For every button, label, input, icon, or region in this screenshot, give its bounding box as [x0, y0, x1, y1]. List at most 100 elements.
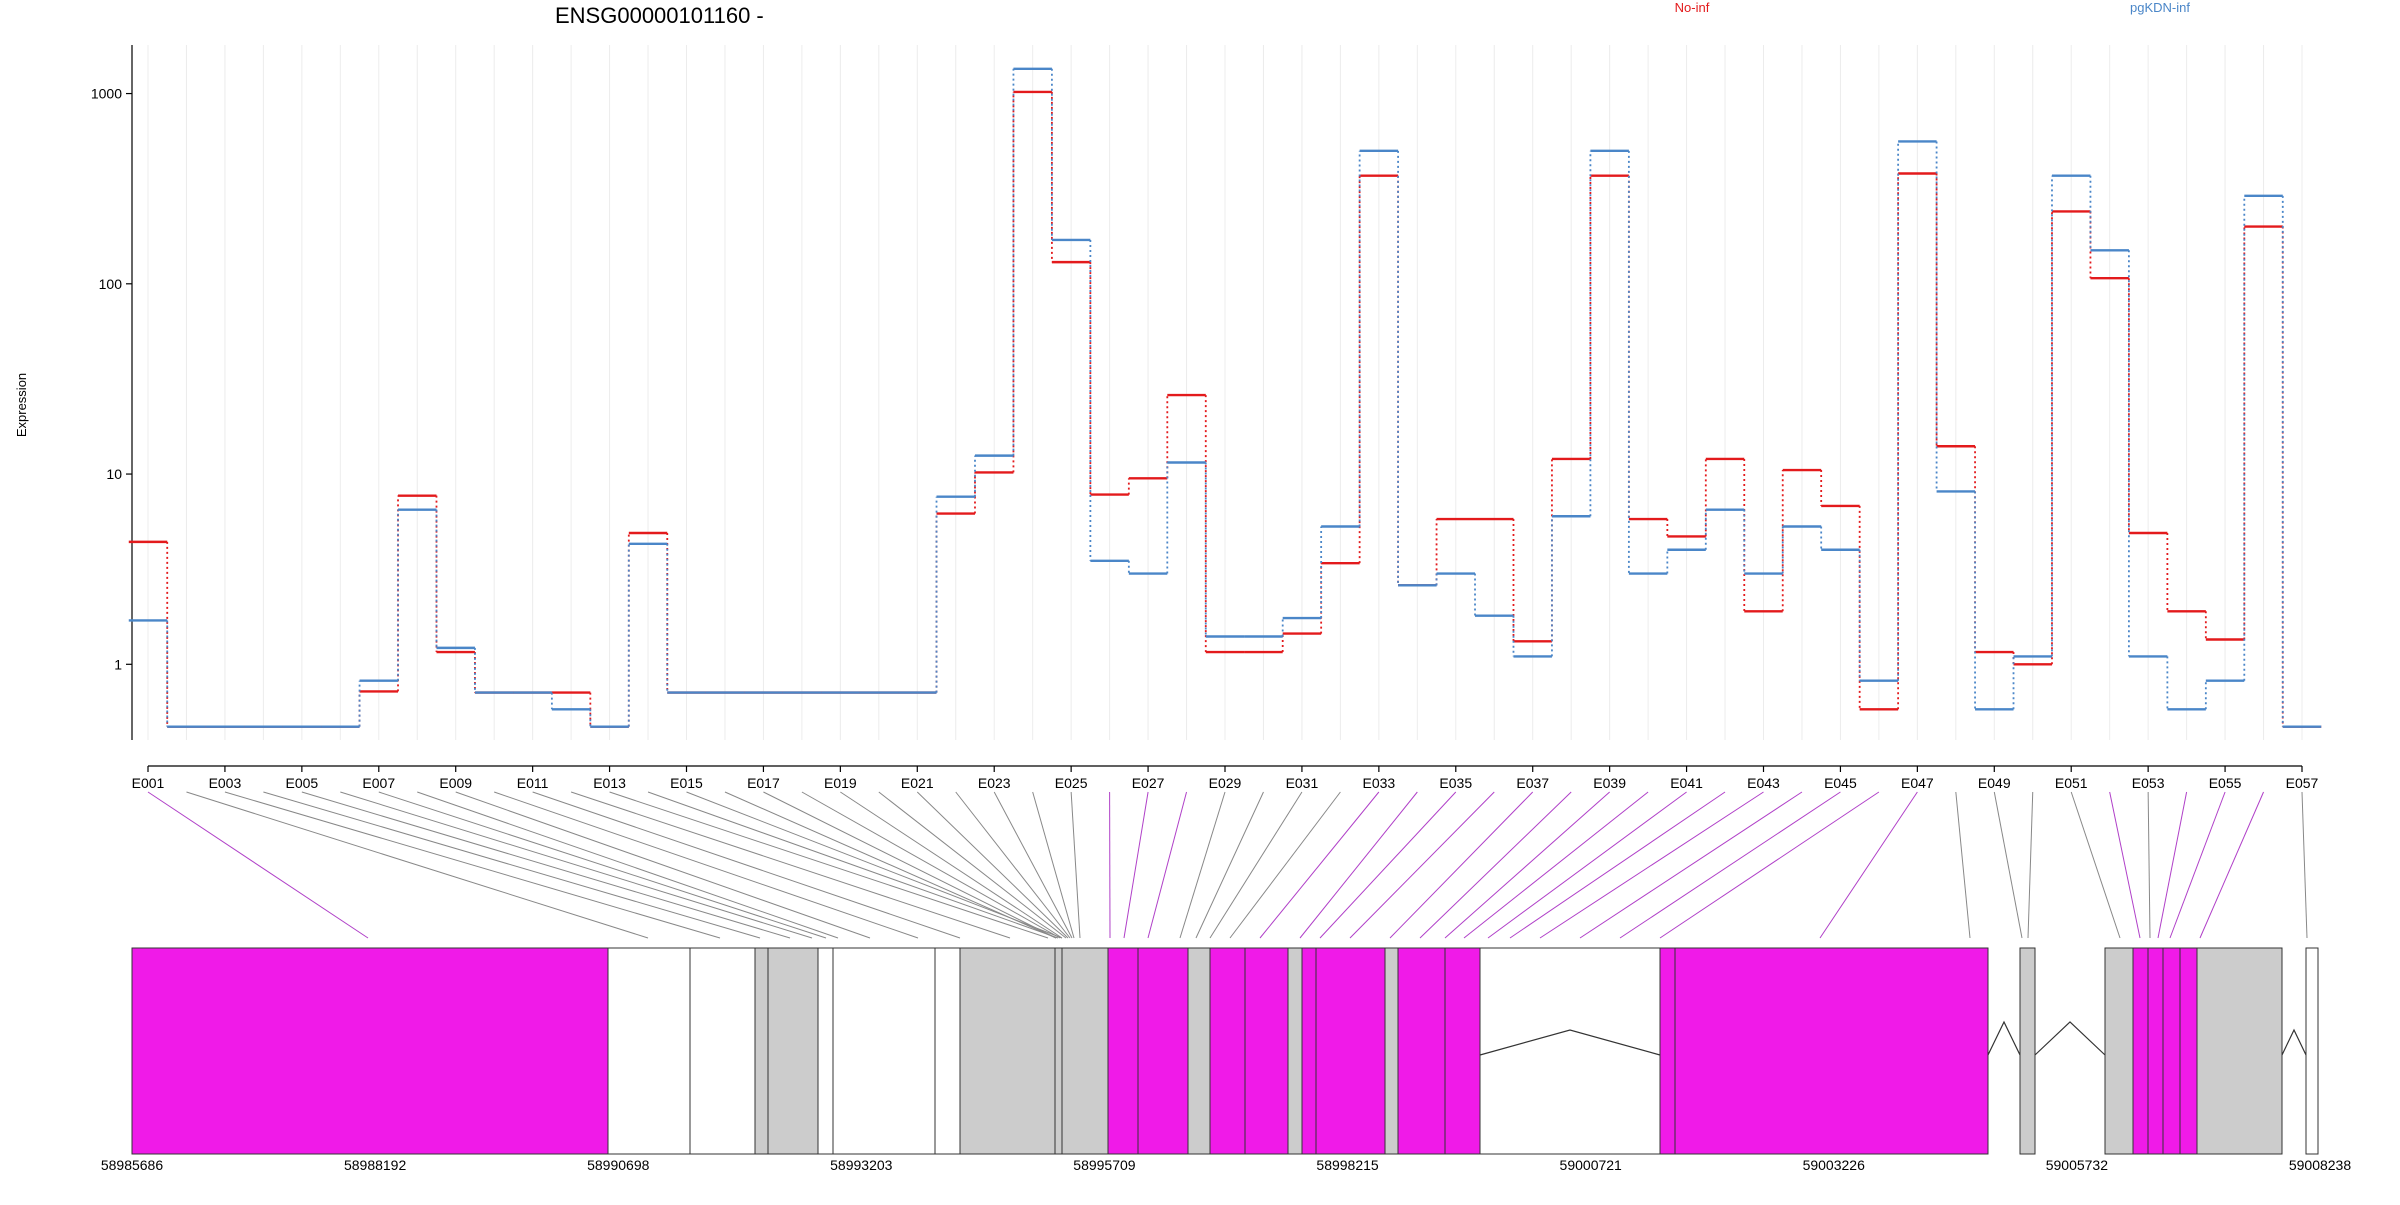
exon-block-18 [1302, 948, 1316, 1154]
genomic-coordinate-label-2: 58988192 [344, 1157, 407, 1173]
y-tick-label-10: 10 [106, 466, 122, 482]
x-tick-label-e013: E013 [593, 775, 626, 791]
connector-layer [148, 792, 2307, 938]
exon-block-27 [2105, 948, 2133, 1154]
genomic-coordinate-label-1: 58985686 [101, 1157, 164, 1173]
exon-connector-e001 [148, 792, 368, 938]
x-tick-label-e043: E043 [1747, 775, 1780, 791]
exon-block-20 [1385, 948, 1398, 1154]
exon-connector-e053 [2148, 792, 2150, 938]
exon-connector-e037 [1390, 792, 1533, 938]
exon-block-7 [833, 948, 935, 1154]
x-tick-label-e023: E023 [978, 775, 1011, 791]
exon-connector-e005 [302, 792, 790, 938]
exon-connector-e040 [1464, 792, 1648, 938]
exon-block-5 [768, 948, 818, 1154]
exon-block-12 [1108, 948, 1138, 1154]
exon-block-16 [1245, 948, 1288, 1154]
y-tick-label-1: 1 [114, 656, 122, 672]
exon-block-2 [608, 948, 690, 1154]
chart-title: ENSG00000101160 - [555, 3, 764, 28]
axis-layer: ENSG00000101160 - Expression No-inf pgKD… [14, 0, 2319, 791]
exon-connector-e047 [1820, 792, 1917, 938]
exon-block-24 [1660, 948, 1675, 1154]
exon-block-17 [1288, 948, 1302, 1154]
exon-connector-e028 [1148, 792, 1187, 938]
exon-connector-e004 [263, 792, 760, 938]
x-tick-label-e031: E031 [1286, 775, 1319, 791]
x-tick-label-e049: E049 [1978, 775, 2011, 791]
intron-connector-3 [2035, 1022, 2105, 1055]
x-tick-label-e045: E045 [1824, 775, 1857, 791]
genomic-coordinate-label-8: 59003226 [1803, 1157, 1866, 1173]
exon-connector-e034 [1300, 792, 1417, 938]
x-tick-label-e047: E047 [1901, 775, 1934, 791]
x-tick-label-e025: E025 [1055, 775, 1088, 791]
x-tick-label-e055: E055 [2209, 775, 2242, 791]
x-tick-label-e035: E035 [1439, 775, 1472, 791]
exon-block-30 [2163, 948, 2180, 1154]
exon-connector-e002 [186, 792, 648, 938]
gene-model: 58985686 58988192 58990698 58993203 58995709… [101, 948, 2352, 1173]
x-tick-label-e057: E057 [2286, 775, 2319, 791]
exon-block-23 [1480, 948, 1660, 1154]
intron-connector-4 [2282, 1030, 2306, 1055]
exon-block-8 [935, 948, 960, 1154]
x-tick-label-e029: E029 [1209, 775, 1242, 791]
genomic-coordinate-label-5: 58995709 [1073, 1157, 1136, 1173]
x-tick-label-e027: E027 [1132, 775, 1165, 791]
exon-connector-e030 [1196, 792, 1263, 938]
exon-connector-e032 [1230, 792, 1340, 938]
genomic-coordinate-label-6: 58998215 [1316, 1157, 1379, 1173]
x-tick-label-e017: E017 [747, 775, 780, 791]
genomic-coordinate-label-4: 58993203 [830, 1157, 893, 1173]
exon-block-32 [2197, 948, 2282, 1154]
exon-block-31 [2180, 948, 2197, 1154]
exon-connector-e031 [1210, 792, 1302, 938]
y-axis-label: Expression [14, 373, 29, 437]
x-tick-label-e019: E019 [824, 775, 857, 791]
exon-connector-e003 [225, 792, 720, 938]
exon-block-4 [755, 948, 768, 1154]
x-tick-label-e015: E015 [670, 775, 703, 791]
exon-block-6 [818, 948, 833, 1154]
x-tick-label-e041: E041 [1670, 775, 1703, 791]
exon-connector-e054 [2158, 792, 2187, 938]
genomic-coordinate-label-7: 59000721 [1560, 1157, 1623, 1173]
exon-connector-e035 [1320, 792, 1456, 938]
exon-connector-e036 [1350, 792, 1494, 938]
x-tick-label-e037: E037 [1516, 775, 1549, 791]
exon-block-1 [132, 948, 608, 1154]
x-tick-label-e039: E039 [1593, 775, 1626, 791]
exon-connector-e051 [2071, 792, 2120, 938]
exon-connector-e021 [917, 792, 1068, 938]
exon-block-9 [960, 948, 1055, 1154]
intron-connector-2 [1988, 1022, 2020, 1055]
exon-block-33 [2306, 948, 2318, 1154]
exon-connector-e050 [2028, 792, 2033, 938]
x-tick-label-e001: E001 [132, 775, 165, 791]
genomic-coordinate-label-3: 58990698 [587, 1157, 650, 1173]
exon-connector-e057 [2302, 792, 2307, 938]
x-tick-label-e051: E051 [2055, 775, 2088, 791]
x-tick-label-e003: E003 [209, 775, 242, 791]
genomic-coordinate-label-10: 59008238 [2289, 1157, 2352, 1173]
exon-connector-e033 [1260, 792, 1379, 938]
exon-connector-e041 [1488, 792, 1687, 938]
exon-connector-e055 [2170, 792, 2225, 938]
exon-connector-e027 [1124, 792, 1148, 938]
exon-block-13 [1138, 948, 1188, 1154]
exon-connector-e011 [533, 792, 960, 938]
exon-block-15 [1210, 948, 1245, 1154]
x-tick-label-e033: E033 [1363, 775, 1396, 791]
x-tick-label-e005: E005 [286, 775, 319, 791]
exon-connector-e025 [1071, 792, 1080, 938]
legend-label-no-inf: No-inf [1675, 0, 1710, 15]
exon-block-19 [1316, 948, 1385, 1154]
genomic-coordinate-label-9: 59005732 [2046, 1157, 2109, 1173]
exon-connector-e048 [1956, 792, 1970, 938]
x-tick-label-e011: E011 [517, 775, 549, 791]
exon-block-29 [2148, 948, 2163, 1154]
